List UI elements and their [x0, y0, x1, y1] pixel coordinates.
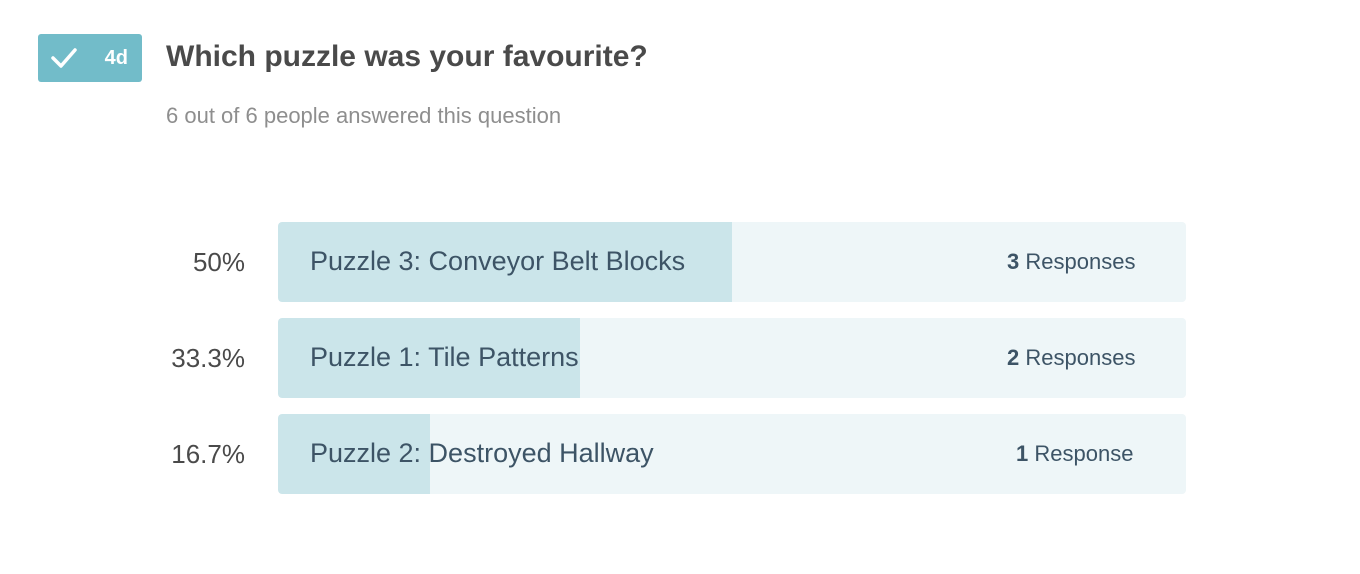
result-response-word: Responses [1025, 249, 1136, 274]
result-responses: 2 Responses [1007, 318, 1135, 398]
result-responses: 3 Responses [1007, 222, 1135, 302]
result-percent: 50% [192, 247, 245, 277]
result-bar-track: Puzzle 1: Tile Patterns 2 Responses [278, 318, 1186, 398]
result-bar-fill [278, 414, 430, 494]
result-response-count: 3 [1007, 249, 1020, 274]
result-option-label: Puzzle 2: Destroyed Hallway [310, 438, 654, 468]
badge-age: 4d [104, 47, 128, 69]
result-option-label: Puzzle 1: Tile Patterns [310, 342, 579, 372]
check-icon [51, 48, 77, 68]
result-percent: 16.7% [171, 439, 245, 469]
completed-badge: 4d [38, 34, 142, 82]
result-bar-fill [278, 318, 581, 398]
result-response-word: Responses [1025, 345, 1136, 370]
result-response-count: 2 [1007, 345, 1020, 370]
result-response-word: Response [1034, 441, 1134, 466]
result-bar-track: Puzzle 2: Destroyed Hallway 1 Response [278, 414, 1186, 494]
question-title: Which puzzle was your favourite? [166, 40, 648, 73]
result-response-count: 1 [1016, 441, 1029, 466]
result-row: 50% Puzzle 3: Conveyor Belt Blocks 3 Res… [0, 222, 1360, 302]
result-row: 16.7% Puzzle 2: Destroyed Hallway 1 Resp… [0, 414, 1360, 494]
result-bar-track: Puzzle 3: Conveyor Belt Blocks 3 Respons… [278, 222, 1186, 302]
result-bar-fill [278, 222, 732, 302]
result-responses: 1 Response [1016, 414, 1133, 494]
answered-count: 6 out of 6 people answered this question [166, 103, 562, 128]
result-option-label: Puzzle 3: Conveyor Belt Blocks [310, 246, 686, 276]
result-row: 33.3% Puzzle 1: Tile Patterns 2 Response… [0, 318, 1360, 398]
result-percent: 33.3% [171, 343, 245, 373]
